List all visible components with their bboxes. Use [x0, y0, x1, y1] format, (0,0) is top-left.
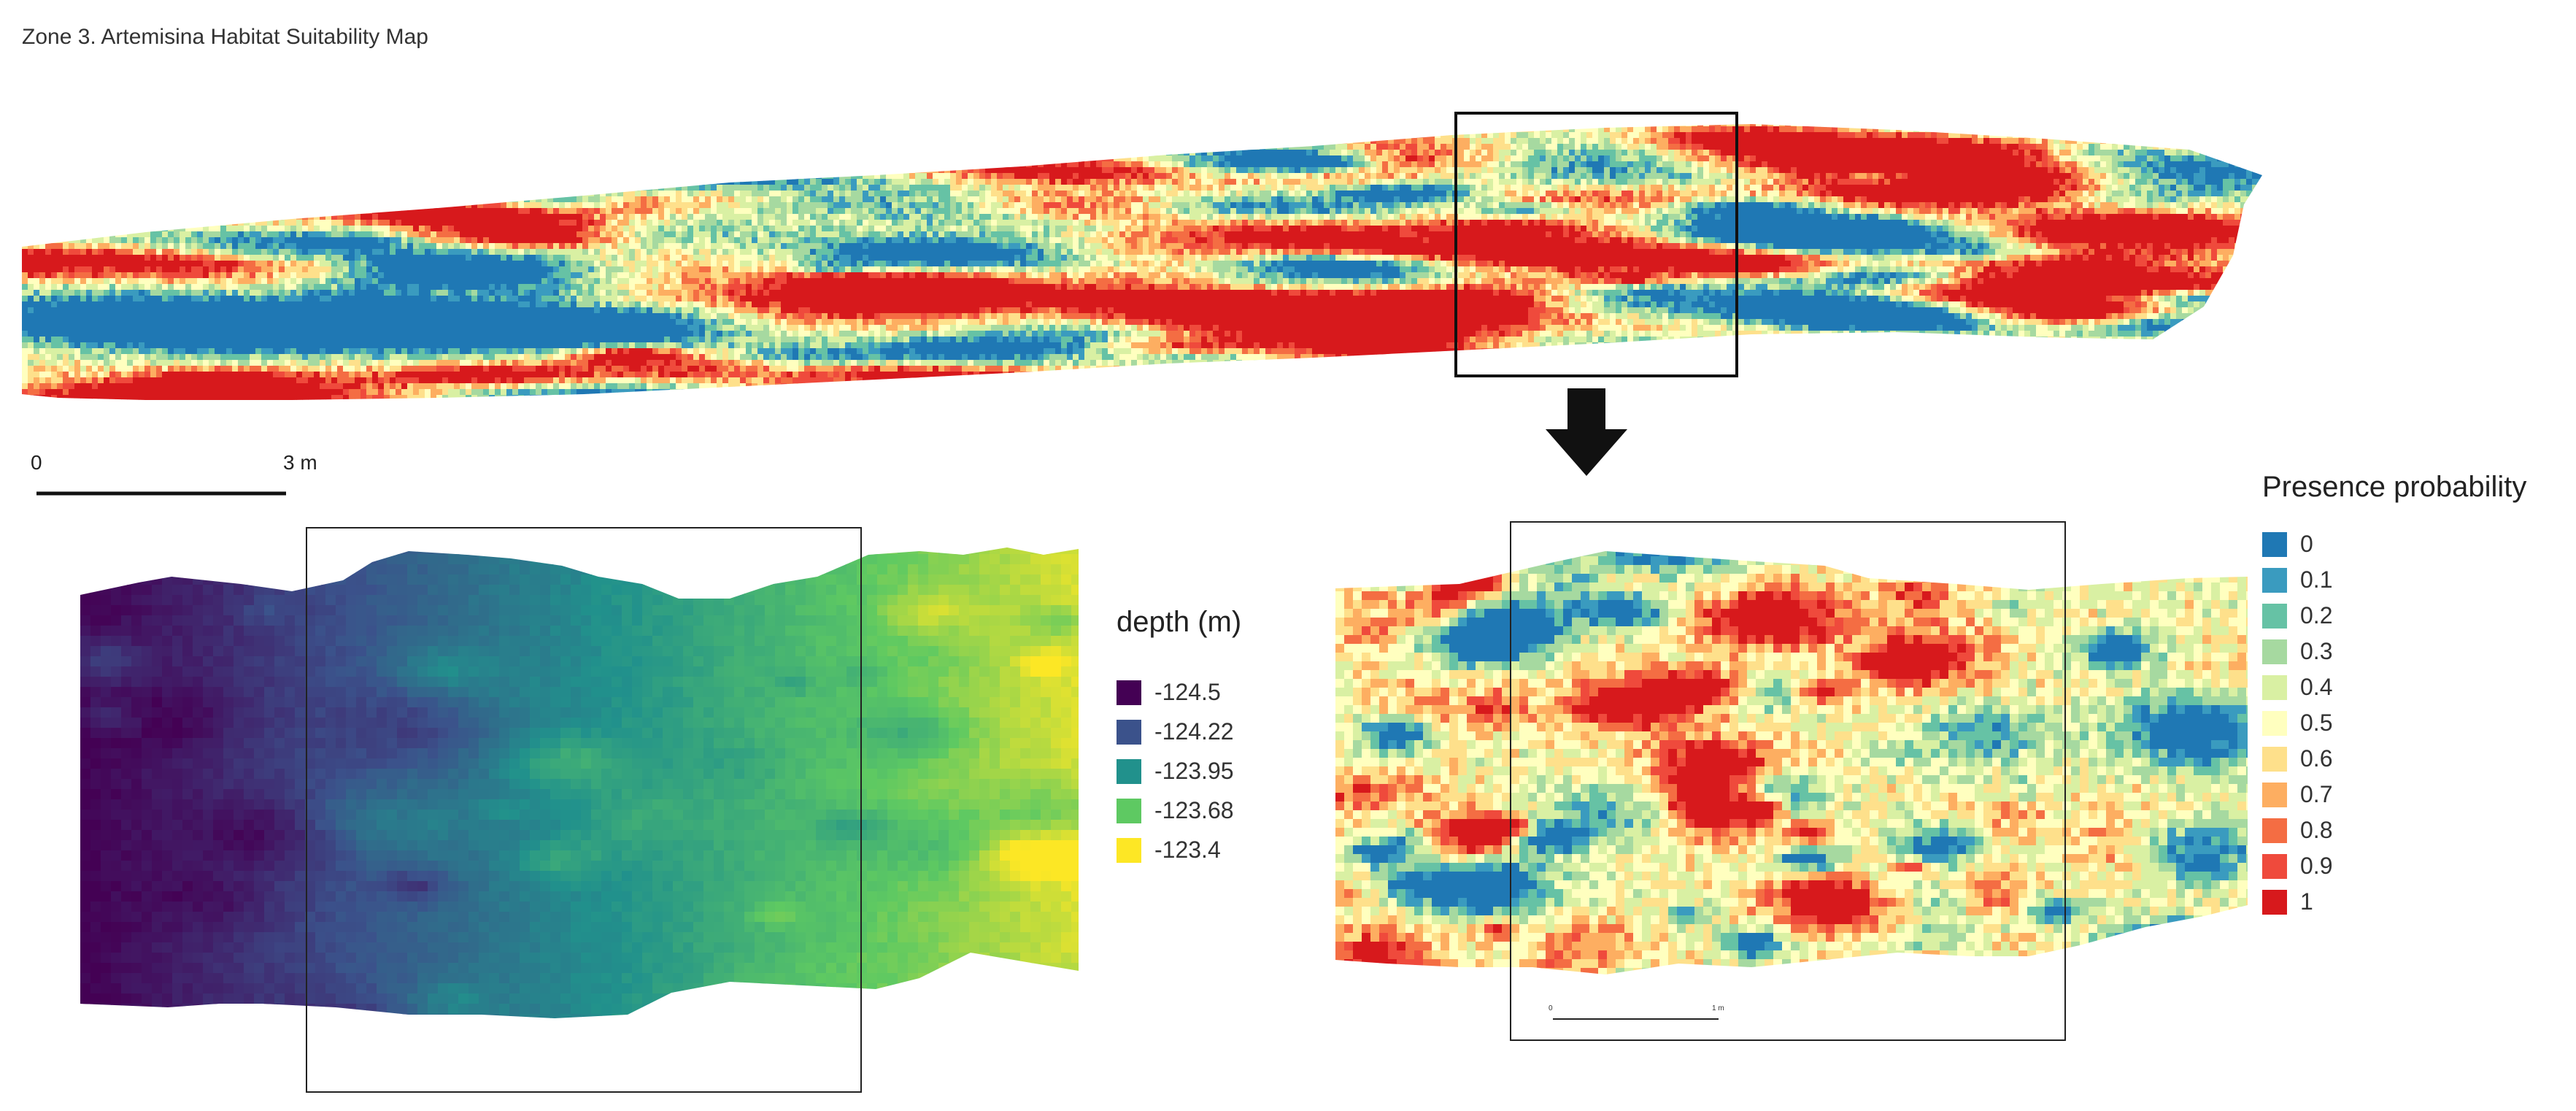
presence-legend-swatch	[2262, 746, 2287, 772]
presence-legend: Presence probability 0 0.1 0.2 0.3 0.4 0.5 0.6…	[2262, 471, 2569, 1011]
presence-legend-label: 0.7	[2300, 781, 2332, 808]
presence-legend-swatch	[2262, 567, 2287, 593]
presence-legend-swatch	[2262, 603, 2287, 628]
depth-legend-swatch	[1117, 680, 1141, 705]
presence-legend-label: 0.9	[2300, 853, 2332, 880]
presence-legend-swatch	[2262, 818, 2287, 843]
presence-legend-label: 0.2	[2300, 602, 2332, 629]
depth-legend-swatch	[1117, 837, 1141, 863]
depth-legend-item: -123.68	[1117, 797, 1234, 824]
depth-legend-item: -124.5	[1117, 679, 1221, 706]
presence-legend-label: 0.5	[2300, 710, 2332, 737]
depth-legend-swatch	[1117, 798, 1141, 823]
depth-extent-box	[306, 527, 862, 1093]
zoom-extent-box	[1454, 112, 1738, 377]
depth-legend-swatch	[1117, 719, 1141, 745]
presence-legend-item: 0.8	[2262, 817, 2332, 844]
scalebar-inset-start: 0	[1549, 1004, 1553, 1012]
depth-legend-label: -123.95	[1154, 758, 1234, 785]
depth-legend-label: -123.68	[1154, 797, 1234, 824]
depth-legend: depth (m) -124.5 -124.22 -123.95 -123.68 -12…	[1117, 606, 1335, 912]
scalebar-main-end: 3 m	[283, 451, 317, 474]
depth-legend-item: -123.95	[1117, 758, 1234, 785]
presence-legend-label: 0.6	[2300, 745, 2332, 772]
presence-legend-label: 0.4	[2300, 674, 2332, 701]
presence-legend-item: 0.9	[2262, 853, 2332, 880]
depth-legend-label: -124.22	[1154, 718, 1234, 745]
depth-legend-label: -124.5	[1154, 679, 1221, 706]
presence-legend-swatch	[2262, 674, 2287, 700]
presence-extent-box	[1510, 521, 2066, 1041]
presence-legend-label: 0	[2300, 531, 2313, 558]
depth-legend-swatch	[1117, 758, 1141, 784]
presence-legend-item: 0	[2262, 531, 2313, 558]
presence-legend-item: 0.5	[2262, 710, 2332, 737]
presence-legend-swatch	[2262, 639, 2287, 664]
presence-legend-swatch	[2262, 531, 2287, 557]
presence-legend-swatch	[2262, 853, 2287, 879]
presence-legend-item: 0.2	[2262, 602, 2332, 629]
presence-legend-item: 0.6	[2262, 745, 2332, 772]
presence-legend-label: 0.1	[2300, 566, 2332, 593]
depth-legend-label: -123.4	[1154, 837, 1221, 864]
habitat-map-strip	[22, 124, 2262, 400]
presence-legend-swatch	[2262, 710, 2287, 736]
depth-legend-title: depth (m)	[1117, 606, 1335, 639]
presence-legend-item: 1	[2262, 888, 2313, 915]
figure-title: Zone 3. Artemisina Habitat Suitability M…	[22, 25, 428, 50]
presence-probability-map	[1335, 551, 2248, 974]
presence-legend-item: 0.3	[2262, 638, 2332, 665]
zoom-arrow-icon	[1546, 388, 1627, 476]
presence-legend-swatch	[2262, 782, 2287, 807]
depth-legend-item: -123.4	[1117, 837, 1221, 864]
presence-legend-item: 0.7	[2262, 781, 2332, 808]
presence-legend-label: 0.3	[2300, 638, 2332, 665]
depth-map	[80, 547, 1079, 1018]
presence-legend-swatch	[2262, 889, 2287, 915]
presence-legend-label: 0.8	[2300, 817, 2332, 844]
presence-legend-title: Presence probability	[2262, 471, 2569, 504]
presence-legend-item: 0.4	[2262, 674, 2332, 701]
presence-legend-item: 0.1	[2262, 566, 2332, 593]
scalebar-inset-end: 1 m	[1712, 1004, 1724, 1012]
scalebar-main-start: 0	[31, 451, 42, 474]
depth-legend-item: -124.22	[1117, 718, 1234, 745]
presence-legend-label: 1	[2300, 888, 2313, 915]
